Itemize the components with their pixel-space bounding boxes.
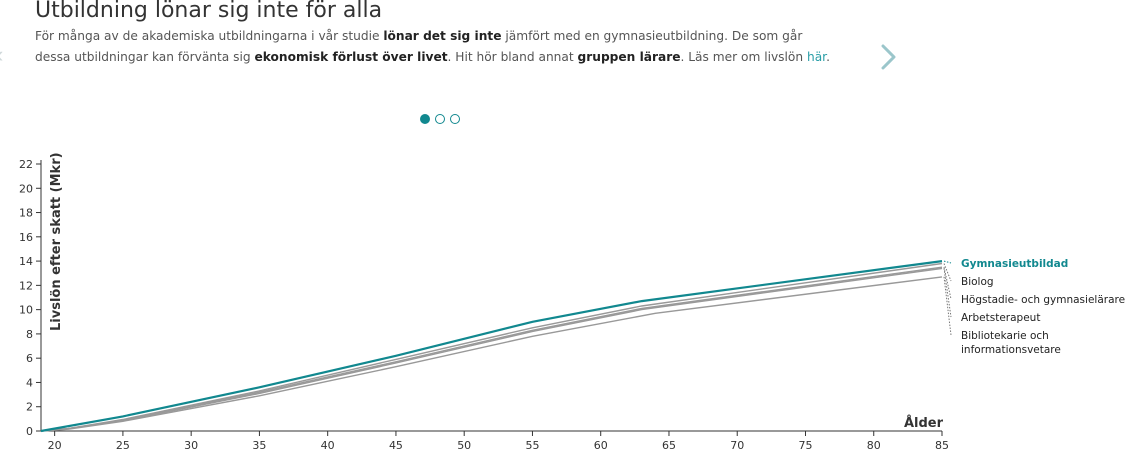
x-tick-label: 85: [935, 439, 949, 452]
series-label: Bibliotekarie och informationsvetare: [961, 330, 1061, 356]
y-tick-label: 20: [19, 182, 33, 195]
chevron-right-icon: [881, 44, 896, 70]
next-slide-button[interactable]: [878, 42, 900, 72]
y-tick-label: 18: [19, 207, 33, 220]
y-axis-title: Livslön efter skatt (Mkr): [49, 152, 64, 331]
label-leader: [943, 276, 952, 336]
y-tick-label: 0: [26, 425, 33, 438]
series-label: Arbetsterapeut: [961, 312, 1040, 324]
x-tick-label: 40: [321, 439, 335, 452]
x-tick-label: 20: [48, 439, 62, 452]
y-tick-label: 22: [19, 158, 33, 171]
x-tick-label: 65: [662, 439, 676, 452]
x-tick-label: 70: [730, 439, 744, 452]
y-axis: 0 2 4 6 8 10 12 14 16 18 20 22: [19, 158, 42, 438]
label-leader: [943, 267, 952, 300]
x-tick-label: 25: [116, 439, 130, 452]
y-tick-label: 14: [19, 255, 33, 268]
label-leader: [943, 268, 952, 318]
x-tick-label: 30: [184, 439, 198, 452]
carousel-dot-3[interactable]: [450, 114, 460, 124]
x-tick-label: 75: [798, 439, 812, 452]
x-tick-label: 80: [867, 439, 881, 452]
y-tick-label: 10: [19, 304, 33, 317]
series-lines: [40, 260, 943, 433]
livslon-link[interactable]: här: [806, 50, 827, 64]
chevron-left-icon[interactable]: ‹: [0, 42, 3, 68]
y-tick-label: 12: [19, 279, 33, 292]
series-line: [40, 260, 943, 433]
series-line: [40, 267, 943, 432]
series-line: [40, 266, 943, 432]
carousel-dot-2[interactable]: [435, 114, 445, 124]
x-axis-title: Ålder: [904, 415, 944, 431]
y-tick-label: 8: [26, 328, 33, 341]
x-tick-label: 60: [594, 439, 608, 452]
x-tick-label: 35: [252, 439, 266, 452]
series-label: Gymnasieutbildad: [961, 258, 1068, 270]
series-line: [40, 276, 943, 432]
x-tick-label: 50: [457, 439, 471, 452]
intro-text: För många av de akademiska utbildningarn…: [35, 29, 830, 64]
x-tick-label: 45: [389, 439, 403, 452]
label-leader: [943, 263, 952, 282]
x-tick-label: 55: [525, 439, 539, 452]
series-label: Högstadie- och gymnasielärare: [961, 294, 1125, 306]
y-tick-label: 16: [19, 231, 33, 244]
x-axis: 20 25 30 35 40 45 50 55 60 65 70 75 80 85: [41, 430, 949, 452]
page-title: Utbildning lönar sig inte för alla: [35, 0, 383, 23]
carousel-dots: [420, 114, 460, 124]
series-label: Biolog: [961, 276, 994, 288]
y-tick-label: 6: [26, 352, 33, 365]
y-tick-label: 4: [26, 376, 33, 389]
y-tick-label: 2: [26, 401, 33, 414]
label-leader: [943, 260, 952, 264]
series-labels: Gymnasieutbildad Biolog Högstadie- och gym…: [943, 258, 1125, 356]
carousel-dot-1[interactable]: [420, 114, 430, 124]
